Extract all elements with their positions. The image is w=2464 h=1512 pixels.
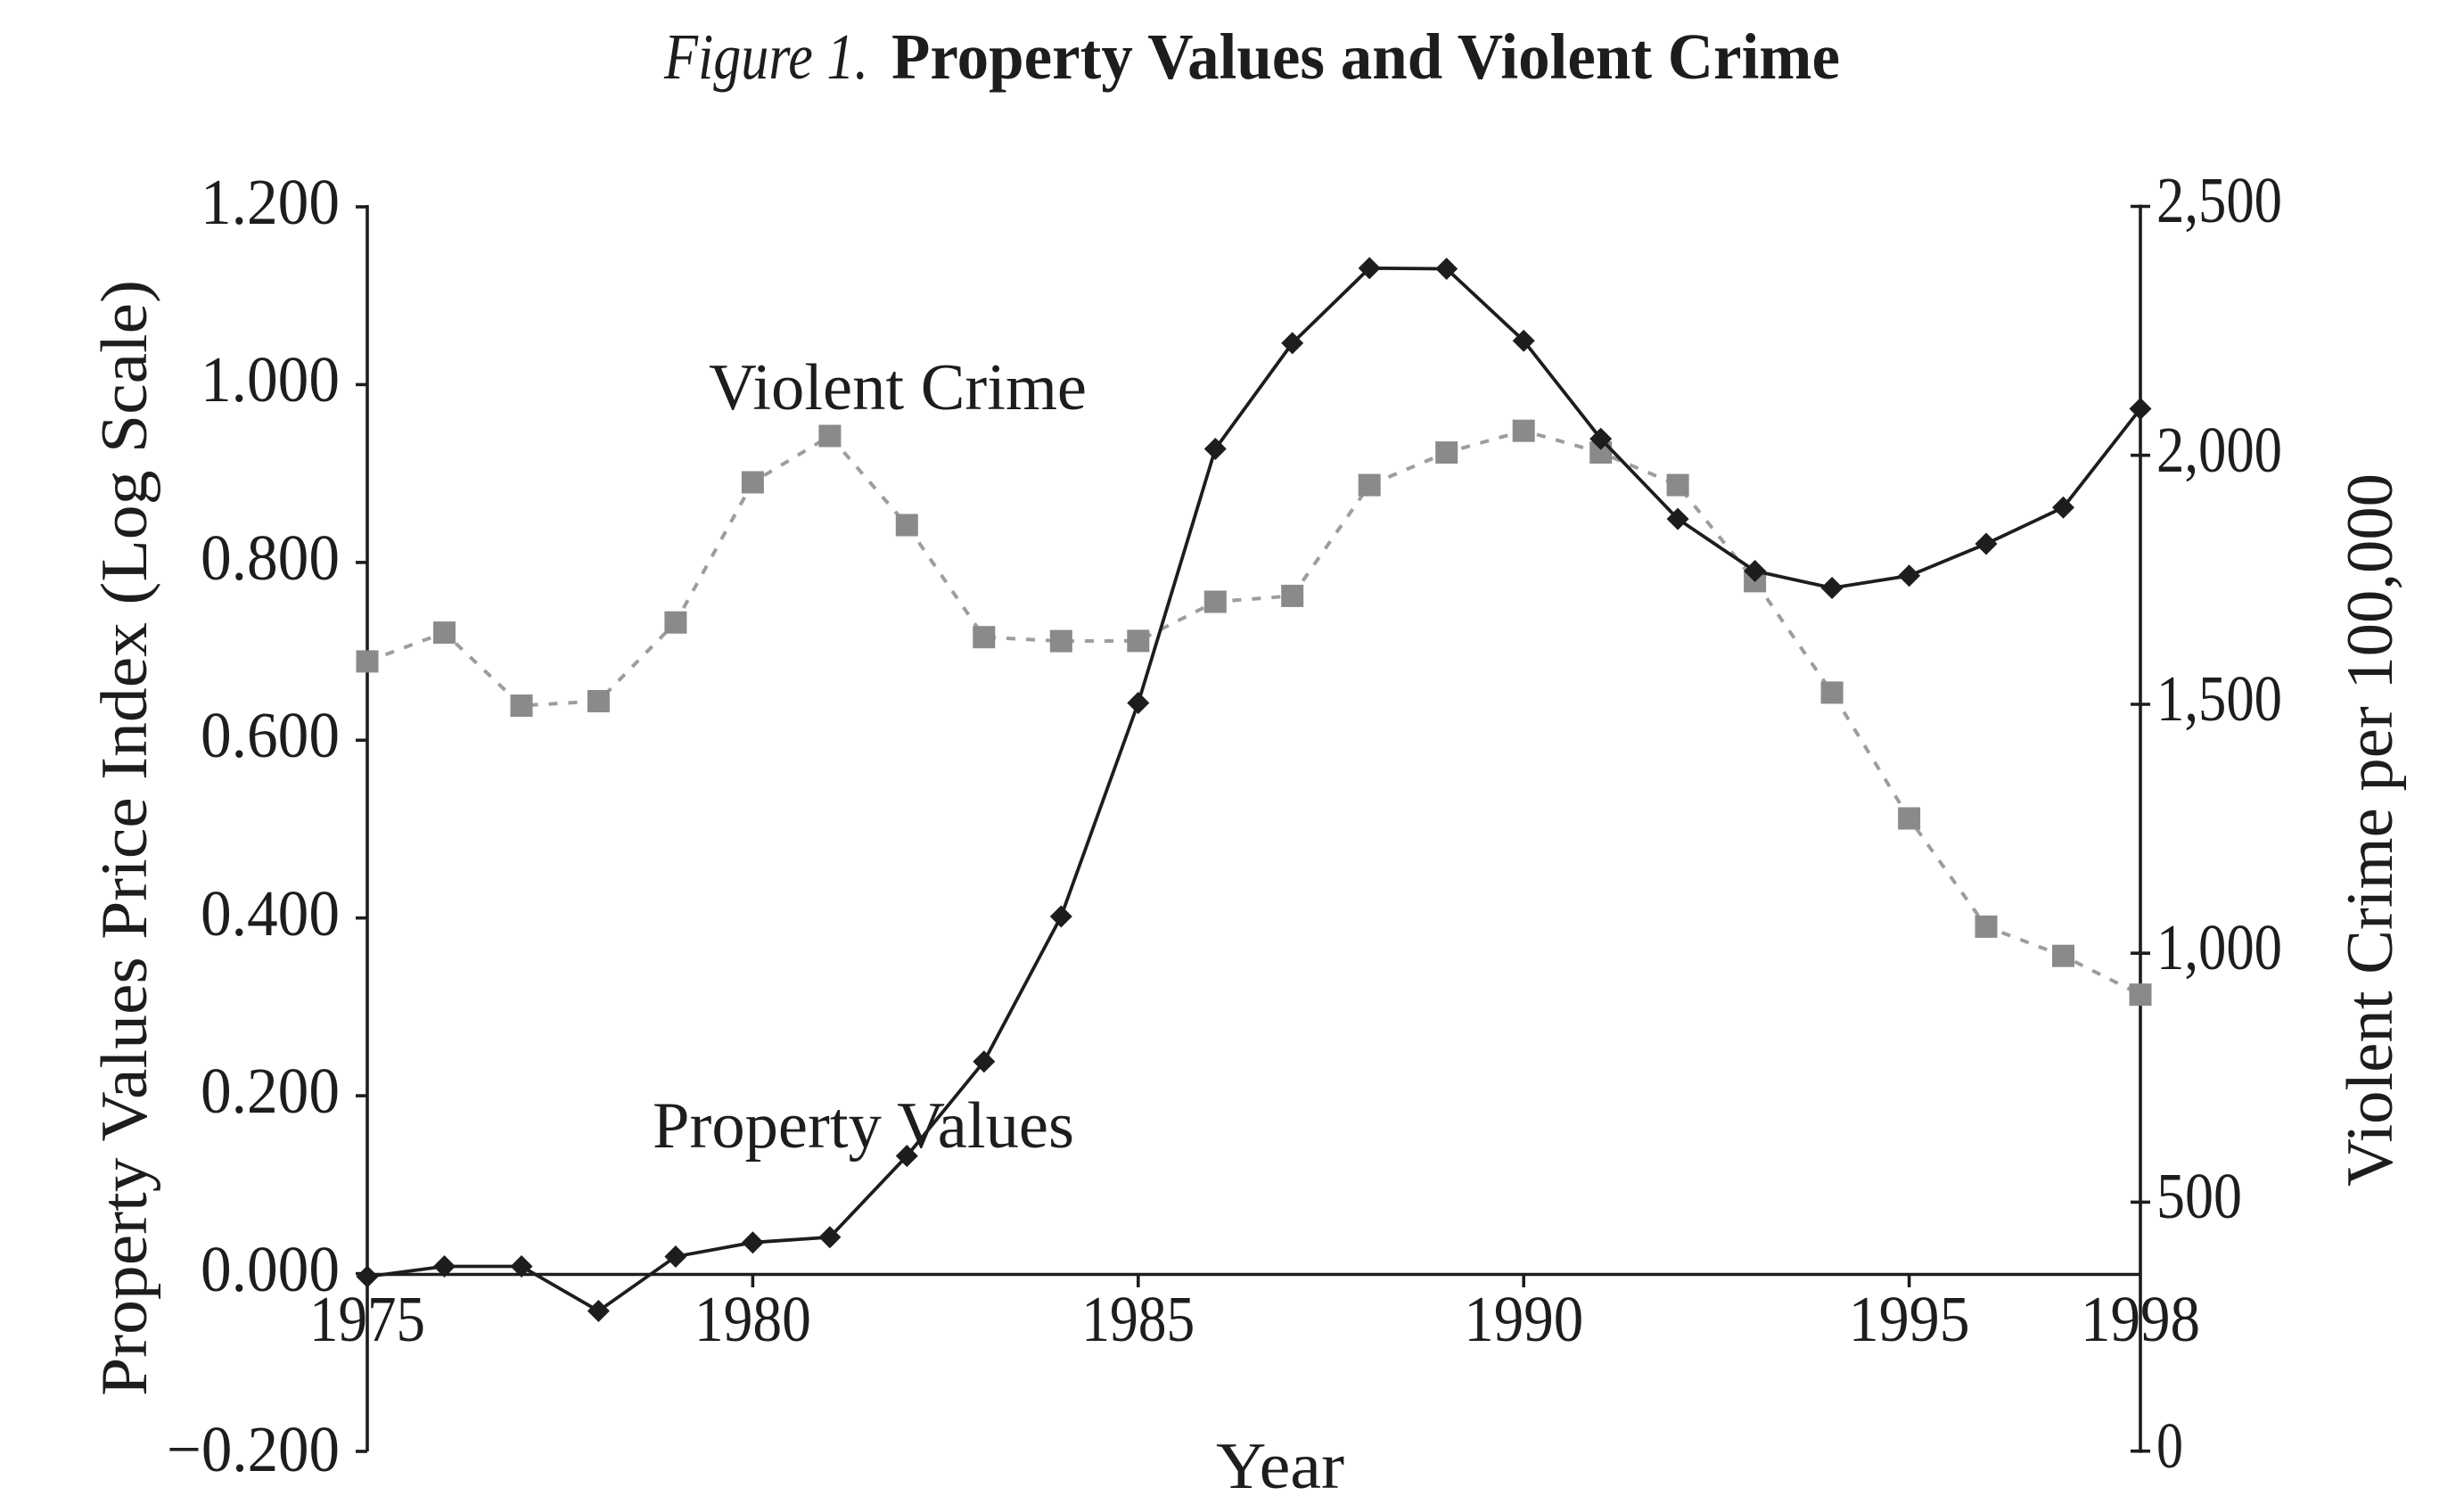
svg-text:1998: 1998: [2081, 1283, 2200, 1355]
svg-text:1,000: 1,000: [2156, 911, 2282, 983]
svg-text:0.800: 0.800: [201, 522, 340, 594]
svg-text:0.400: 0.400: [201, 877, 340, 949]
svg-text:1990: 1990: [1464, 1283, 1583, 1355]
svg-text:1980: 1980: [694, 1283, 811, 1355]
svg-text:Property Values and Violent Cr: Property Values and Violent Crime: [891, 21, 1840, 93]
svg-text:Figure 1.: Figure 1.: [663, 21, 868, 93]
svg-text:0.600: 0.600: [201, 699, 340, 771]
svg-text:2,500: 2,500: [2156, 164, 2282, 236]
svg-text:2,000: 2,000: [2156, 414, 2282, 486]
svg-text:1.200: 1.200: [201, 166, 340, 238]
svg-text:0.200: 0.200: [201, 1055, 340, 1127]
svg-text:Property Values: Property Values: [653, 1089, 1074, 1163]
svg-text:1,500: 1,500: [2156, 662, 2282, 735]
svg-text:0.000: 0.000: [201, 1233, 340, 1305]
svg-text:Year: Year: [1216, 1430, 1344, 1503]
svg-text:1985: 1985: [1081, 1283, 1195, 1355]
svg-text:1995: 1995: [1849, 1283, 1970, 1355]
svg-text:Violent Crime: Violent Crime: [709, 351, 1087, 424]
svg-text:1975: 1975: [309, 1283, 425, 1355]
svg-text:−0.200: −0.200: [167, 1413, 340, 1485]
svg-text:Violent Crime per 100,000: Violent Crime per 100,000: [2334, 473, 2407, 1187]
svg-text:500: 500: [2156, 1160, 2242, 1232]
svg-text:1.000: 1.000: [201, 343, 340, 415]
svg-text:0: 0: [2156, 1409, 2183, 1482]
svg-text:Property Values Price Index (L: Property Values Price Index (Log Scale): [88, 280, 161, 1396]
